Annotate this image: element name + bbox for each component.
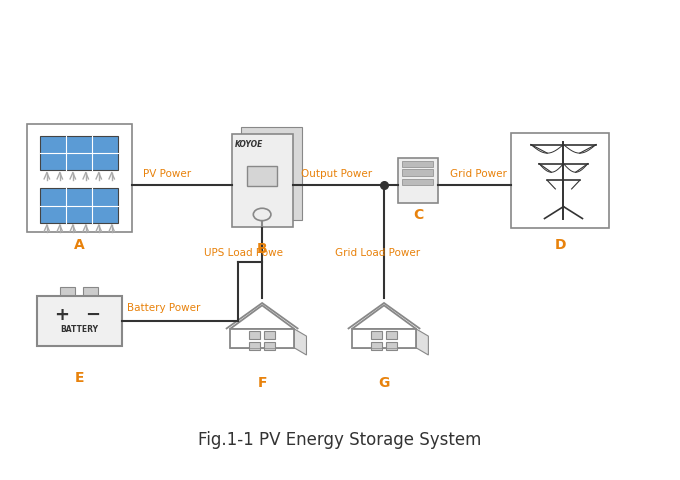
Text: +: + xyxy=(54,306,69,324)
Text: BATTERY: BATTERY xyxy=(61,325,99,334)
Bar xyxy=(61,288,75,296)
Bar xyxy=(403,169,433,176)
Bar xyxy=(403,161,433,167)
Text: D: D xyxy=(554,238,566,252)
Bar xyxy=(249,342,260,350)
FancyBboxPatch shape xyxy=(241,127,302,220)
Text: E: E xyxy=(75,371,84,385)
Text: Battery Power: Battery Power xyxy=(127,302,201,312)
Polygon shape xyxy=(352,305,416,329)
Bar xyxy=(247,166,277,186)
Bar xyxy=(371,342,381,350)
Text: UPS Load Powe: UPS Load Powe xyxy=(204,248,284,258)
Text: C: C xyxy=(413,207,423,222)
Bar xyxy=(40,189,118,223)
Text: Fig.1-1 PV Energy Storage System: Fig.1-1 PV Energy Storage System xyxy=(199,432,481,449)
Bar xyxy=(403,179,433,185)
Text: B: B xyxy=(257,242,267,256)
Bar xyxy=(352,329,416,348)
Text: KOYOE: KOYOE xyxy=(235,140,263,149)
Text: F: F xyxy=(257,376,267,390)
Text: G: G xyxy=(378,376,390,390)
Bar xyxy=(84,288,98,296)
Text: PV Power: PV Power xyxy=(143,169,191,179)
Bar xyxy=(386,342,397,350)
Bar xyxy=(232,134,292,227)
Text: Output Power: Output Power xyxy=(301,169,372,179)
Bar xyxy=(249,332,260,339)
Polygon shape xyxy=(416,329,428,355)
Bar xyxy=(398,157,437,203)
Polygon shape xyxy=(294,329,307,355)
Bar xyxy=(37,296,122,346)
Bar xyxy=(265,332,275,339)
Bar xyxy=(511,132,609,228)
Bar xyxy=(265,342,275,350)
Bar xyxy=(371,332,381,339)
Bar xyxy=(386,332,397,339)
Bar xyxy=(40,136,118,170)
Polygon shape xyxy=(230,305,294,329)
Bar xyxy=(230,329,294,348)
Text: Grid Power: Grid Power xyxy=(450,169,507,179)
Text: A: A xyxy=(74,238,84,252)
Bar xyxy=(27,124,132,232)
Text: Grid Load Power: Grid Load Power xyxy=(335,248,420,258)
Text: −: − xyxy=(85,306,101,324)
